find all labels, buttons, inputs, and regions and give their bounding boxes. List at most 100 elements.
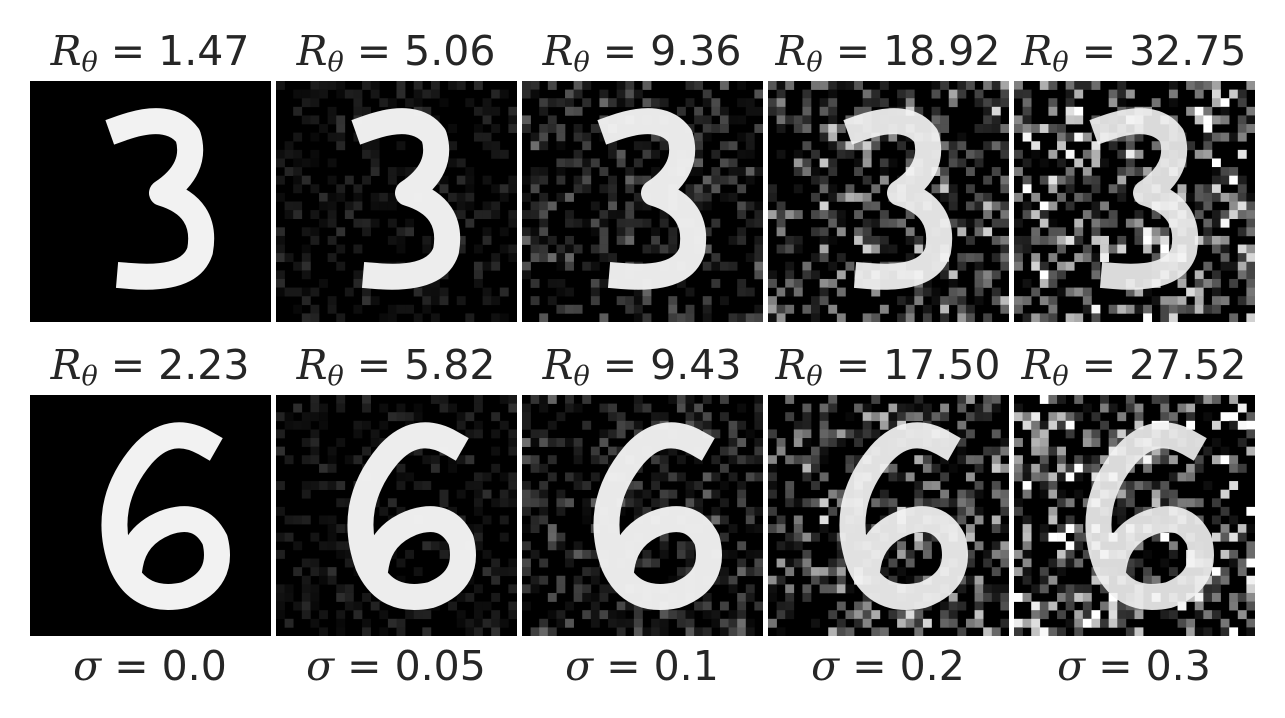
r-theta-value: 5.06	[404, 27, 496, 75]
noise-pixel	[547, 524, 557, 534]
digit-stroke	[351, 108, 461, 290]
noise-pixel	[793, 287, 803, 297]
noise-pixel	[1211, 455, 1221, 465]
noise-pixel	[1082, 584, 1092, 594]
noise-pixel	[336, 584, 346, 594]
noise-pixel	[1229, 167, 1239, 176]
noise-pixel	[854, 227, 863, 237]
noise-pixel	[745, 584, 755, 594]
noise-pixel	[276, 227, 285, 237]
noise-pixel	[582, 549, 592, 559]
noise-pixel	[1031, 253, 1041, 263]
noise-pixel	[754, 210, 763, 220]
noise-pixel	[582, 584, 592, 594]
noise-pixel	[1220, 412, 1230, 422]
noise-pixel	[737, 210, 747, 220]
noise-pixel	[845, 412, 855, 422]
noise-pixel	[1108, 141, 1118, 151]
noise-pixel	[1022, 549, 1032, 559]
noise-pixel	[530, 549, 540, 559]
noise-pixel	[599, 455, 609, 465]
noise-pixel	[991, 541, 1001, 551]
noise-pixel	[940, 192, 950, 202]
noise-pixel	[473, 261, 483, 271]
noise-pixel	[940, 313, 950, 322]
noise-pixel	[922, 549, 932, 559]
noise-pixel	[1229, 627, 1239, 636]
noise-pixel	[811, 567, 820, 577]
noise-pixel	[379, 192, 389, 202]
noise-pixel	[1039, 601, 1049, 611]
noise-pixel	[1000, 175, 1009, 185]
noise-pixel	[396, 558, 406, 568]
noise-pixel	[608, 210, 617, 220]
noise-pixel	[1117, 481, 1127, 490]
noise-pixel	[974, 515, 984, 525]
noise-pixel	[719, 192, 729, 202]
noise-pixel	[379, 313, 389, 322]
noise-pixel	[482, 261, 492, 271]
noise-pixel	[633, 296, 643, 306]
noise-pixel	[879, 175, 889, 185]
noise-pixel	[1194, 627, 1204, 636]
noise-pixel	[508, 481, 517, 490]
noise-pixel	[836, 270, 846, 280]
noise-pixel	[931, 287, 941, 297]
noise-pixel	[387, 412, 397, 422]
noise-pixel	[948, 149, 958, 159]
noise-pixel	[991, 524, 1001, 534]
noise-pixel	[1229, 313, 1239, 322]
noise-pixel	[905, 210, 915, 220]
noise-pixel	[599, 253, 609, 263]
noise-pixel	[728, 235, 738, 245]
noise-pixel	[1220, 455, 1230, 465]
noise-pixel	[1220, 567, 1230, 577]
noise-pixel	[819, 524, 829, 534]
noise-pixel	[353, 106, 363, 116]
noise-pixel	[456, 455, 466, 465]
noise-pixel	[573, 472, 583, 482]
noise-pixel	[1091, 149, 1101, 159]
noise-pixel	[582, 98, 592, 108]
noise-pixel	[745, 472, 755, 482]
noise-pixel	[811, 175, 820, 185]
noise-pixel	[871, 395, 881, 404]
noise-pixel	[565, 618, 574, 628]
noise-pixel	[556, 304, 566, 314]
noise-pixel	[802, 420, 812, 430]
noise-pixel	[353, 244, 363, 254]
noise-pixel	[1057, 227, 1066, 237]
noise-pixel	[1057, 472, 1066, 482]
noise-pixel	[1237, 201, 1247, 211]
noise-pixel	[702, 395, 712, 404]
noise-pixel	[396, 481, 406, 490]
digit-3-pixels	[768, 81, 1009, 322]
noise-pixel	[879, 81, 889, 90]
noise-pixel	[836, 124, 846, 133]
noise-pixel	[862, 89, 872, 99]
noise-pixel	[948, 89, 958, 99]
noise-pixel	[573, 438, 583, 447]
noise-pixel	[465, 429, 475, 439]
noise-pixel	[1117, 498, 1127, 508]
noise-pixel	[327, 296, 337, 306]
noise-pixel	[776, 81, 786, 90]
noise-pixel	[940, 124, 950, 133]
noise-pixel	[879, 412, 889, 422]
noise-pixel	[1117, 167, 1127, 176]
noise-pixel	[776, 575, 786, 585]
noise-pixel	[1211, 304, 1221, 314]
noise-pixel	[1211, 532, 1221, 542]
noise-pixel	[1246, 524, 1255, 534]
noise-pixel	[702, 420, 712, 430]
noise-pixel	[1134, 558, 1144, 568]
noise-pixel	[310, 429, 320, 439]
noise-pixel	[1100, 455, 1109, 465]
noise-pixel	[754, 558, 763, 568]
noise-pixel	[983, 192, 993, 202]
noise-pixel	[362, 403, 371, 413]
digit-3-pixels	[105, 108, 215, 290]
noise-pixel	[482, 296, 492, 306]
noise-pixel	[711, 515, 721, 525]
noise-pixel	[702, 304, 712, 314]
